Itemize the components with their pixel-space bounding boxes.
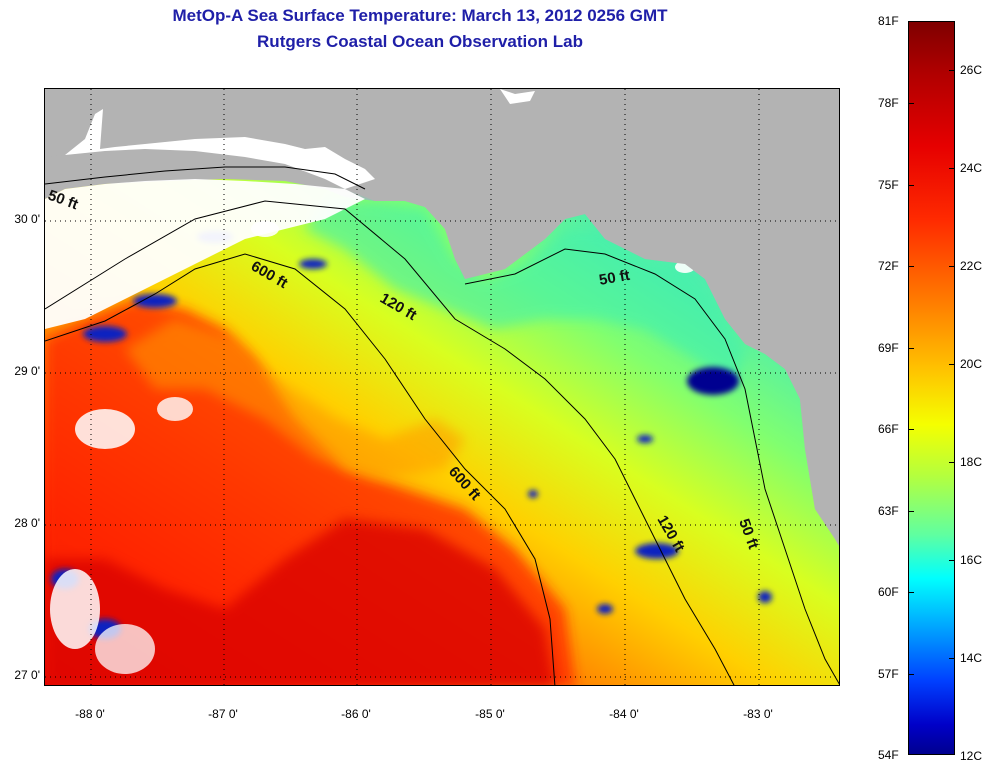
cb-tick — [908, 266, 914, 267]
lon-label-86: -86 0' — [341, 707, 371, 721]
cb-label-78f: 78F — [878, 96, 899, 110]
contour-50ft-west — [45, 166, 366, 190]
cool-coastal-band — [305, 199, 745, 389]
cb-tick — [949, 70, 955, 71]
contour-50ft-east — [464, 248, 839, 685]
cb-tick — [949, 168, 955, 169]
cb-tick — [949, 364, 955, 365]
cb-label-22c: 22C — [960, 259, 983, 273]
contour-label-50ft-east: 50 ft — [598, 267, 631, 289]
cb-label-16c: 16C — [960, 553, 983, 567]
map-subtitle: Rutgers Coastal Ocean Observation Lab — [257, 32, 583, 51]
lon-label-88: -88 0' — [75, 707, 105, 721]
cb-tick — [908, 592, 914, 593]
orange-band — [125, 319, 465, 479]
cb-tick — [908, 185, 914, 186]
land-northwest-detail — [65, 109, 375, 189]
cb-label-72f: 72F — [878, 259, 899, 273]
cb-label-24c: 24C — [960, 161, 983, 175]
cb-tick — [908, 429, 914, 430]
cb-tick — [949, 266, 955, 267]
cb-label-60f: 60F — [878, 585, 899, 599]
cb-label-81f: 81F — [878, 14, 899, 28]
no-data-patches — [45, 89, 695, 674]
lat-label-29: 29 0' — [14, 364, 40, 378]
land-islands — [500, 89, 535, 104]
cb-label-20c: 20C — [960, 357, 983, 371]
lat-label-28: 28 0' — [14, 516, 40, 530]
sst-map-svg: 50 ft 600 ft 120 ft 50 ft 600 ft 120 ft … — [45, 89, 839, 685]
lon-label-83: -83 0' — [743, 707, 773, 721]
lat-label-27: 27 0' — [14, 668, 40, 682]
lon-label-85: -85 0' — [475, 707, 505, 721]
cb-tick — [908, 674, 914, 675]
cb-tick — [949, 658, 955, 659]
contour-120ft — [45, 200, 735, 685]
cb-label-12c: 12C — [960, 749, 983, 763]
cb-tick — [908, 103, 914, 104]
cb-label-57f: 57F — [878, 667, 899, 681]
cb-tick — [949, 560, 955, 561]
cb-label-18c: 18C — [960, 455, 983, 469]
sst-map: 50 ft 600 ft 120 ft 50 ft 600 ft 120 ft … — [44, 88, 840, 686]
land-north — [45, 89, 839, 546]
contour-600ft — [45, 253, 556, 685]
cb-tick — [949, 462, 955, 463]
cb-label-14c: 14C — [960, 651, 983, 665]
bathymetry-contours — [45, 166, 839, 685]
lon-label-87: -87 0' — [208, 707, 238, 721]
lon-label-84: -84 0' — [609, 707, 639, 721]
cold-spots — [51, 231, 772, 639]
cb-label-75f: 75F — [878, 178, 899, 192]
lat-label-30: 30 0' — [14, 212, 40, 226]
cb-label-26c: 26C — [960, 63, 983, 77]
cb-label-66f: 66F — [878, 422, 899, 436]
temperature-colorbar — [908, 21, 955, 755]
cb-label-69f: 69F — [878, 341, 899, 355]
map-title: MetOp-A Sea Surface Temperature: March 1… — [172, 6, 668, 25]
cb-tick — [908, 511, 914, 512]
hot-core — [45, 519, 555, 685]
cb-label-63f: 63F — [878, 504, 899, 518]
cb-label-54f: 54F — [878, 748, 899, 762]
cb-tick — [908, 348, 914, 349]
